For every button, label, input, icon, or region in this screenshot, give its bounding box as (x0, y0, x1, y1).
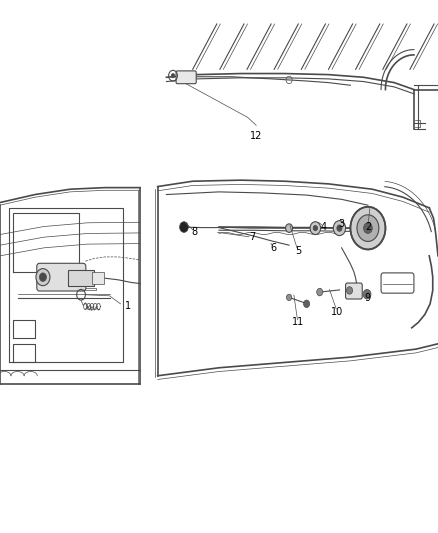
Circle shape (363, 289, 371, 299)
FancyBboxPatch shape (346, 283, 362, 299)
Circle shape (350, 207, 385, 249)
FancyBboxPatch shape (176, 71, 196, 84)
Text: 12: 12 (250, 131, 262, 141)
Circle shape (39, 273, 46, 281)
Circle shape (357, 215, 379, 241)
Circle shape (310, 222, 321, 235)
Circle shape (286, 224, 293, 232)
Circle shape (346, 287, 353, 294)
FancyBboxPatch shape (37, 263, 86, 291)
Circle shape (180, 222, 188, 232)
Text: 10: 10 (331, 307, 343, 317)
Circle shape (364, 223, 372, 233)
Text: 5: 5 (295, 246, 301, 255)
Circle shape (337, 225, 342, 231)
Text: 4: 4 (321, 222, 327, 231)
Circle shape (36, 269, 50, 286)
Text: 6: 6 (271, 243, 277, 253)
Circle shape (317, 288, 323, 296)
FancyBboxPatch shape (92, 272, 104, 284)
Circle shape (286, 294, 292, 301)
FancyBboxPatch shape (68, 270, 94, 286)
Text: 11: 11 (292, 318, 304, 327)
Text: 9: 9 (365, 294, 371, 303)
Text: 3: 3 (339, 219, 345, 229)
Text: 2: 2 (365, 222, 371, 231)
Circle shape (313, 225, 318, 231)
Circle shape (304, 300, 310, 308)
Circle shape (333, 221, 346, 236)
Circle shape (171, 74, 175, 78)
Text: 1: 1 (125, 302, 131, 311)
Text: 8: 8 (192, 227, 198, 237)
Text: 7: 7 (249, 232, 255, 242)
